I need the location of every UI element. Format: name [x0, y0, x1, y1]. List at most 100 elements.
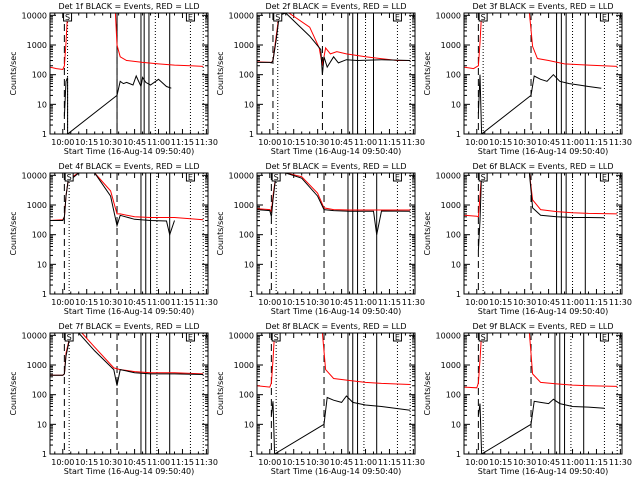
plot-frame — [463, 172, 623, 295]
y-axis-label: Counts/sec — [216, 211, 225, 255]
x-tick-label: 11:00 — [354, 138, 377, 147]
events-series-line — [477, 73, 602, 134]
x-tick-label: 10:00 — [465, 138, 488, 147]
x-tick-label: 10:45 — [123, 458, 146, 467]
panel-title: Det 7f BLACK = Events, RED = LLD — [58, 322, 199, 331]
x-tick-label: 11:00 — [561, 138, 584, 147]
y-tick-label: 100 — [239, 391, 254, 400]
marker-box-label: E — [188, 173, 193, 182]
x-tick-label: 10:30 — [306, 458, 329, 467]
plot-area — [464, 13, 618, 134]
x-tick-label: 10:15 — [489, 458, 512, 467]
plot-area — [257, 173, 411, 294]
y-tick-label: 100 — [32, 71, 47, 80]
plot-frame — [256, 332, 416, 455]
y-tick-label: 1 — [249, 130, 254, 139]
x-tick-label: 11:00 — [147, 298, 170, 307]
x-tick-label: 10:30 — [513, 298, 536, 307]
x-axis-label: Start Time (16-Aug-14 09:50:40) — [64, 147, 195, 156]
y-tick-label: 100 — [32, 391, 47, 400]
y-tick-label: 1 — [42, 130, 47, 139]
marker-box-label: E — [395, 13, 400, 22]
x-tick-label: 11:00 — [354, 298, 377, 307]
x-tick-label: 10:30 — [513, 138, 536, 147]
x-axis-label: Start Time (16-Aug-14 09:50:40) — [478, 467, 609, 476]
y-tick-label: 100 — [446, 391, 461, 400]
y-tick-label: 10000 — [436, 331, 461, 340]
y-tick-label: 1000 — [234, 41, 254, 50]
panel-title: Det 2f BLACK = Events, RED = LLD — [265, 2, 406, 11]
x-axis-label: Start Time (16-Aug-14 09:50:40) — [271, 307, 402, 316]
panel-title: Det 9f BLACK = Events, RED = LLD — [472, 322, 613, 331]
y-axis-label: Counts/sec — [423, 211, 432, 255]
x-tick-label: 11:15 — [171, 138, 194, 147]
plot-frame — [463, 332, 623, 455]
x-axis-label: Start Time (16-Aug-14 09:50:40) — [271, 467, 402, 476]
x-tick-label: 10:45 — [537, 138, 560, 147]
marker-box-label: E — [188, 333, 193, 342]
plot-frame — [256, 172, 416, 295]
y-tick-label: 10 — [37, 100, 47, 109]
plot-area — [50, 173, 204, 294]
y-tick-label: 100 — [446, 231, 461, 240]
x-tick-label: 10:15 — [489, 138, 512, 147]
x-tick-label: 11:00 — [354, 458, 377, 467]
panel-title: Det 6f BLACK = Events, RED = LLD — [472, 162, 613, 171]
y-tick-label: 1000 — [27, 41, 47, 50]
y-tick-label: 1 — [456, 130, 461, 139]
events-series-line — [270, 395, 411, 454]
x-axis-label: Start Time (16-Aug-14 09:50:40) — [64, 307, 195, 316]
y-tick-label: 10000 — [22, 331, 47, 340]
panel-2: Det 2f BLACK = Events, RED = LLD Counts/s… — [216, 2, 425, 156]
y-tick-label: 1000 — [27, 361, 47, 370]
y-tick-label: 10000 — [229, 331, 254, 340]
x-tick-label: 10:45 — [123, 138, 146, 147]
x-tick-label: 11:30 — [609, 298, 632, 307]
x-tick-label: 10:30 — [99, 138, 122, 147]
y-tick-label: 100 — [239, 71, 254, 80]
panel-title: Det 1f BLACK = Events, RED = LLD — [58, 2, 199, 11]
y-axis-label: Counts/sec — [9, 211, 18, 255]
x-tick-label: 11:30 — [609, 458, 632, 467]
x-axis-label: Start Time (16-Aug-14 09:50:40) — [64, 467, 195, 476]
x-tick-label: 10:00 — [51, 458, 74, 467]
y-tick-label: 100 — [32, 231, 47, 240]
y-tick-label: 10 — [244, 260, 254, 269]
y-tick-label: 10000 — [436, 171, 461, 180]
events-series-line — [50, 333, 204, 386]
y-tick-label: 10000 — [436, 11, 461, 20]
x-tick-label: 11:30 — [195, 138, 218, 147]
y-tick-label: 1000 — [441, 41, 461, 50]
x-tick-label: 10:15 — [75, 458, 98, 467]
y-tick-label: 10 — [37, 420, 47, 429]
marker-box-label: E — [395, 333, 400, 342]
events-series-line — [477, 398, 605, 454]
marker-box-label: S — [274, 173, 279, 182]
marker-box-label: S — [481, 333, 486, 342]
marker-box-label: S — [275, 13, 280, 22]
plot-area — [464, 333, 618, 454]
x-tick-label: 11:30 — [402, 458, 425, 467]
x-tick-label: 11:30 — [195, 458, 218, 467]
x-tick-label: 10:45 — [537, 458, 560, 467]
y-axis-label: Counts/sec — [423, 51, 432, 95]
marker-box-label: E — [602, 13, 607, 22]
x-tick-label: 10:45 — [123, 298, 146, 307]
y-tick-label: 1000 — [234, 361, 254, 370]
x-tick-label: 10:00 — [258, 298, 281, 307]
x-tick-label: 10:15 — [75, 138, 98, 147]
x-tick-label: 10:15 — [282, 138, 305, 147]
events-series-line — [257, 173, 411, 235]
panel-6: Det 6f BLACK = Events, RED = LLD Counts/s… — [423, 162, 632, 316]
y-tick-label: 10 — [451, 420, 461, 429]
marker-box-label: E — [602, 173, 607, 182]
y-tick-label: 10 — [451, 260, 461, 269]
y-tick-label: 1 — [42, 450, 47, 459]
y-tick-label: 1 — [249, 290, 254, 299]
x-axis-label: Start Time (16-Aug-14 09:50:40) — [478, 147, 609, 156]
x-tick-label: 11:30 — [195, 298, 218, 307]
marker-box-label: S — [481, 173, 486, 182]
x-tick-label: 10:15 — [75, 298, 98, 307]
x-tick-label: 10:15 — [282, 298, 305, 307]
